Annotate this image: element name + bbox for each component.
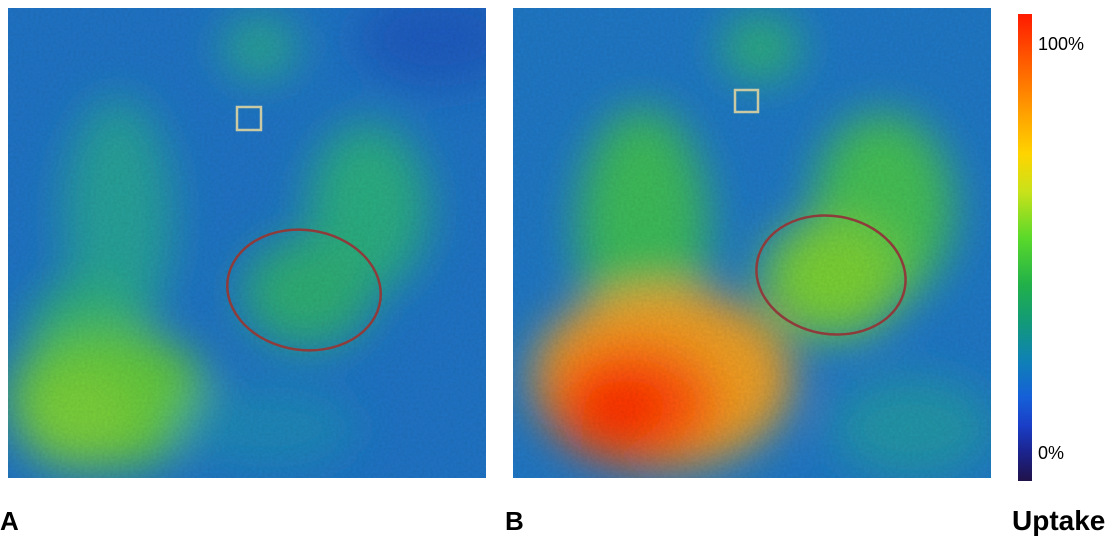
scan-b-heatmap [513,8,991,478]
colorbar-title: Uptake [1012,505,1106,536]
roi-square-a [235,105,263,132]
colorbar-min-label: 0% [1038,443,1065,463]
scan-image-a [8,8,486,478]
scan-a-heatmap [8,8,486,478]
panel-label-b: B [505,506,524,536]
roi-ellipse-b [755,214,907,336]
roi-ellipse-a [226,228,382,352]
colorbar-max-label: 100% [1038,34,1085,54]
panel-label-a: A [0,506,19,536]
scan-image-b [513,8,991,478]
roi-square-b [733,88,760,114]
uptake-colorbar [1018,14,1032,481]
